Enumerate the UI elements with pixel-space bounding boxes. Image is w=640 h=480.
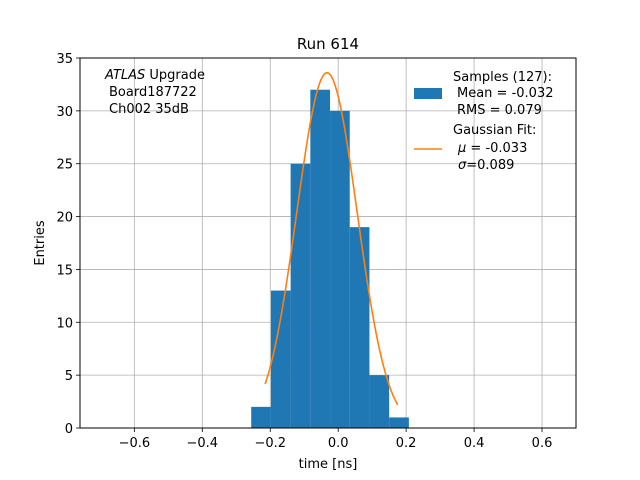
histogram-bar — [330, 110, 350, 428]
x-axis-ticks: −0.6 −0.4 −0.2 0.0 0.2 0.4 0.6 — [119, 428, 553, 451]
y-tick-label: 15 — [56, 263, 73, 278]
x-tick-label: −0.4 — [187, 436, 219, 451]
y-tick-label: 5 — [65, 369, 73, 384]
legend-sigma-value: =0.089 — [466, 158, 514, 173]
annotation-line-2: Board187722 — [109, 85, 197, 100]
histogram-bars — [251, 89, 409, 428]
legend-mu-symbol: μ — [457, 141, 466, 156]
histogram-bar — [310, 89, 331, 428]
legend-sigma-symbol: σ — [458, 158, 467, 173]
x-tick-label: −0.2 — [254, 436, 286, 451]
y-tick-label: 25 — [56, 158, 73, 173]
y-axis-label: Entries — [33, 220, 48, 266]
y-tick-label: 35 — [56, 52, 73, 67]
chart-title: Run 614 — [297, 35, 359, 53]
x-tick-label: −0.6 — [119, 436, 151, 451]
x-tick-label: 0.2 — [396, 436, 417, 451]
histogram-bar — [270, 290, 291, 428]
y-tick-label: 0 — [65, 422, 73, 437]
legend-fit-line-2: μ = -0.033 — [457, 141, 527, 156]
y-axis-ticks: 0 5 10 15 20 25 30 35 — [56, 52, 80, 437]
histogram-bar — [251, 406, 271, 428]
annotation-line-1: ATLAS Upgrade — [104, 68, 205, 83]
histogram-bar — [369, 375, 390, 428]
annotation-box: ATLAS Upgrade Board187722 Ch002 35dB — [104, 68, 205, 117]
histogram-bar — [290, 163, 311, 428]
x-tick-label: 0.6 — [532, 436, 553, 451]
legend-samples-line-1: Samples (127): — [453, 70, 552, 85]
legend-fit-line-1: Gaussian Fit: — [453, 123, 536, 138]
y-tick-label: 30 — [56, 105, 73, 120]
legend-mu-value: = -0.033 — [466, 141, 527, 156]
gaussian-fit-curve — [264, 71, 399, 406]
histogram-bar — [389, 417, 409, 428]
legend: Samples (127): Mean = -0.032 RMS = 0.079… — [414, 70, 553, 173]
histogram-bar — [349, 227, 370, 428]
legend-swatch-samples — [414, 88, 442, 99]
plot-frame — [79, 57, 577, 429]
x-axis-label: time [ns] — [299, 457, 358, 472]
x-tick-label: 0.0 — [328, 436, 349, 451]
legend-fit-line-3: σ=0.089 — [458, 158, 514, 173]
legend-samples-line-2: Mean = -0.032 — [457, 86, 553, 101]
annotation-atlas: ATLAS — [104, 68, 145, 83]
annotation-line-3: Ch002 35dB — [109, 102, 189, 117]
y-tick-label: 20 — [56, 211, 73, 226]
annotation-upgrade: Upgrade — [145, 68, 205, 83]
x-tick-label: 0.4 — [464, 436, 485, 451]
y-tick-label: 10 — [56, 316, 73, 331]
legend-samples-line-3: RMS = 0.079 — [457, 103, 542, 118]
